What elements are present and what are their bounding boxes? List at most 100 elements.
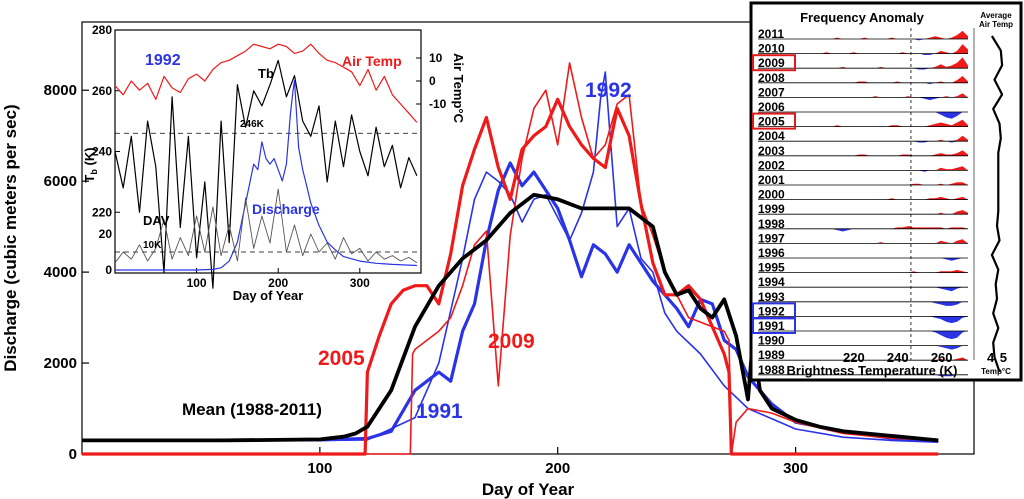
fa-highlight-red [752, 112, 796, 130]
label-2005: 2005 [318, 347, 365, 370]
fa-negative-area [810, 287, 968, 292]
main-series-y1991 [81, 161, 939, 443]
inset-series-group [114, 43, 421, 289]
fa-year-label: 1993 [758, 290, 785, 304]
fa-temp-tick-label: 4 [987, 350, 995, 365]
inset-x-tick-label: 100 [187, 276, 207, 290]
fa-highlight-blue [752, 317, 796, 334]
inset-series-tb [114, 59, 418, 289]
fa-avgtemp-title-2: Air Temp [979, 20, 1013, 29]
main-series-mean [82, 192, 939, 443]
inset-y2-axis-title: Air Temp°C [451, 53, 466, 124]
fa-year-label: 1995 [758, 261, 785, 275]
fa-temp-tick-label: 5 [1000, 350, 1007, 365]
fa-negative-area [810, 228, 968, 232]
fa-frame [749, 1, 1023, 382]
main-x-axis-title: Day of Year [482, 480, 575, 499]
fa-row-1999: 1999 [758, 202, 968, 216]
main-x-tick-label: 300 [783, 460, 808, 477]
fa-negative-area [810, 331, 968, 340]
fa-row-2010: 2010 [758, 42, 968, 56]
fa-negative-area [810, 316, 968, 324]
inset-y-axis-unit: (K) [82, 147, 97, 169]
main-y-tick-label: 2000 [44, 355, 77, 372]
fa-row-2003: 2003 [758, 144, 968, 158]
inset-x-tick-label: 200 [268, 276, 288, 290]
fa-positive-area [810, 226, 968, 229]
fa-row-1988: 1988 [758, 363, 968, 377]
fa-title: Frequency Anomaly [800, 10, 925, 25]
inset-y-tick-label: 240 [92, 145, 112, 159]
fa-row-2009: 2009 [752, 54, 968, 72]
fa-row-1989: 1989 [758, 348, 968, 362]
fa-year-label: 2008 [758, 71, 785, 85]
fa-positive-area [810, 30, 968, 39]
fa-year-label: 2002 [758, 158, 785, 172]
fa-year-label: 1997 [758, 231, 785, 245]
inset-y2-tick-label: 0 [429, 74, 436, 88]
fa-x-axis-title: Brightness Temperature (K) [787, 363, 958, 378]
fa-negative-area [810, 112, 968, 119]
fa-positive-area [810, 57, 968, 69]
fa-year-label: 1990 [758, 334, 785, 348]
inset-title-1992: 1992 [145, 52, 181, 69]
fa-highlight-red [752, 54, 796, 72]
inset-y-axis-main: T [82, 175, 97, 183]
fa-row-2004: 2004 [758, 129, 968, 143]
fa-year-label: 1998 [758, 217, 785, 231]
fa-row-1994: 1994 [758, 275, 968, 292]
inset-label-tb: Tb [258, 66, 274, 81]
fa-row-1995: 1995 [758, 261, 968, 275]
inset-y-tick-label: 280 [92, 23, 112, 37]
fa-row-2011: 2011 [758, 27, 968, 41]
inset-y-tick-label: 260 [92, 84, 112, 98]
inset-ref-10k: 10K [143, 240, 162, 251]
label-mean: Mean (1988-2011) [182, 400, 322, 419]
fa-row-2000: 2000 [758, 188, 968, 202]
fa-row-1990: 1990 [758, 334, 968, 350]
main-y-tick-label: 4000 [44, 264, 77, 281]
label-2009: 2009 [488, 330, 535, 353]
fa-negative-area [810, 301, 968, 306]
fa-row-1997: 1997 [758, 231, 968, 245]
fa-negative-area [810, 97, 968, 101]
inset-label-discharge: Discharge [252, 201, 320, 217]
main-y-axis-title: Discharge (cubic meters per sec) [1, 104, 20, 371]
main-y-tick-label: 8000 [44, 82, 77, 99]
fa-avg-temp-line [990, 35, 1004, 373]
inset-dav-tick-label: 0 [105, 263, 112, 277]
main-series-group [81, 62, 939, 456]
label-1992: 1992 [585, 79, 632, 102]
fa-row-2006: 2006 [758, 100, 968, 119]
fa-positive-area [810, 166, 968, 171]
fa-year-label: 2000 [758, 188, 785, 202]
fa-positive-area [810, 196, 968, 200]
fa-year-label: 2004 [758, 129, 785, 143]
fa-row-2005: 2005 [752, 112, 968, 130]
frequency-anomaly-panel: 2011201020092008200720062005200420032002… [749, 1, 1023, 382]
fa-year-label: 2009 [758, 56, 785, 70]
fa-year-label: 1988 [758, 363, 785, 377]
fa-positive-area [810, 44, 968, 54]
fa-row-1993: 1993 [758, 290, 968, 306]
fa-rows-group: 2011201020092008200720062005200420032002… [752, 27, 968, 377]
fa-positive-area [810, 150, 968, 156]
main-series-y1992 [82, 71, 939, 443]
fa-row-2008: 2008 [758, 71, 968, 85]
fa-row-1992: 1992 [752, 302, 968, 324]
fa-temp-axis-title: Temp°C [981, 367, 1011, 376]
fa-year-label: 1991 [758, 319, 785, 333]
fa-positive-area [810, 119, 968, 127]
fa-year-label: 1996 [758, 246, 785, 260]
main-series-y2009 [82, 62, 939, 455]
main-x-tick-label: 200 [545, 460, 570, 477]
fa-avgtemp-title-1: Average [980, 11, 1012, 20]
inset-label-dav: DAV [143, 213, 170, 228]
fa-x-tick-label: 240 [887, 350, 909, 365]
fa-x-tick-label: 220 [843, 350, 865, 365]
inset-y2-tick-label: -10 [429, 97, 447, 111]
fa-row-1998: 1998 [758, 217, 968, 232]
